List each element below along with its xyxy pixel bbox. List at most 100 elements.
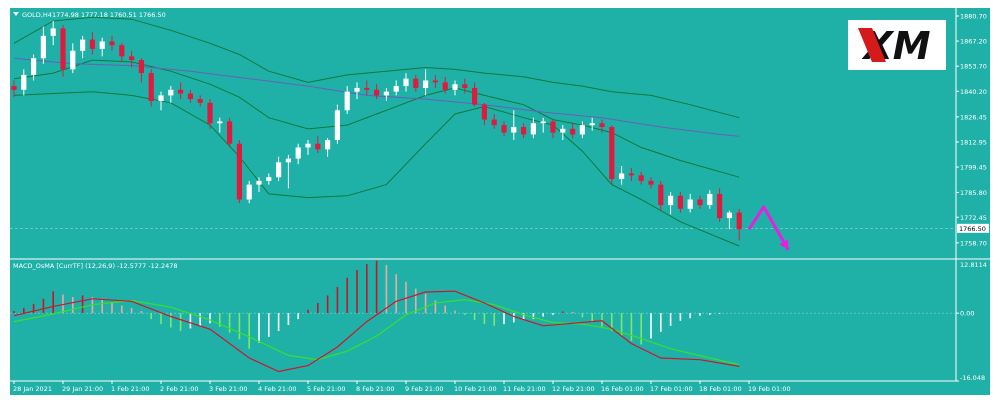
candle <box>442 76 448 94</box>
candle <box>677 192 683 213</box>
candle-body <box>295 147 301 159</box>
collapse-triangle-icon[interactable] <box>13 12 19 16</box>
candle <box>295 143 301 165</box>
candle-body <box>579 125 585 135</box>
candle-body <box>717 193 723 219</box>
candle <box>550 119 556 139</box>
price-tick-label: 1758.70 <box>960 239 987 247</box>
candle-body <box>413 78 419 88</box>
candle <box>472 82 478 107</box>
candle <box>717 188 723 222</box>
candle-body <box>89 39 95 49</box>
price-tick-label: 1880.70 <box>960 12 987 20</box>
candle-body <box>491 119 497 126</box>
candle <box>462 78 468 94</box>
candle <box>315 136 321 154</box>
candle-body <box>570 128 576 135</box>
candle <box>521 123 527 139</box>
candle <box>60 24 66 77</box>
candle <box>638 171 644 185</box>
candle <box>403 73 409 92</box>
candle-body <box>197 99 203 103</box>
candle-body <box>687 199 693 209</box>
time-tick-label: 4 Feb 21:00 <box>258 385 297 393</box>
candle <box>276 156 282 181</box>
candle-body <box>668 195 674 206</box>
candle-body <box>511 126 517 133</box>
macd-tick-label: 12.8114 <box>960 261 987 269</box>
candle <box>658 180 664 211</box>
candle <box>178 82 184 100</box>
time-tick-label: 2 Feb 21:00 <box>160 385 199 393</box>
price-tick-label: 1772.45 <box>960 214 987 222</box>
candle <box>31 54 37 81</box>
candle <box>481 102 487 126</box>
candle-body <box>481 104 487 120</box>
macd-title: MACD_OsMA [CurrTF] (12,26,9) -12.5777 -1… <box>13 262 178 270</box>
candle-body <box>658 184 664 206</box>
price-tick-label: 1867.20 <box>960 38 987 46</box>
candle-body <box>207 102 213 124</box>
candle-body <box>521 126 527 135</box>
time-tick-label: 12 Feb 21:00 <box>552 385 595 393</box>
candle-body <box>648 180 654 185</box>
candle <box>570 123 576 139</box>
candle-body <box>187 93 193 100</box>
candle-body <box>305 143 311 148</box>
candle-body <box>158 95 164 101</box>
candle-body <box>501 125 507 133</box>
candle <box>11 80 17 98</box>
time-tick-label: 18 Feb 01:00 <box>699 385 742 393</box>
symbol-label: GOLD,H4 <box>22 11 52 19</box>
time-tick-label: 28 Jan 2021 <box>13 385 52 393</box>
candle-body <box>707 193 713 206</box>
time-tick-label: 3 Feb 21:00 <box>209 385 248 393</box>
candle-body <box>432 80 438 83</box>
candle <box>707 190 713 209</box>
candle-body <box>168 89 174 96</box>
candle-body <box>70 50 76 70</box>
chart-title: GOLD,H4 1774.98 1777.18 1760.51 1766.50 <box>13 11 166 19</box>
candle-body <box>129 56 135 61</box>
candle <box>207 99 213 129</box>
candle <box>648 177 654 189</box>
forecast-arrow <box>747 205 790 251</box>
candle-body <box>80 39 86 51</box>
candle-body <box>99 41 105 49</box>
candle <box>70 43 76 74</box>
candle-body <box>462 84 468 88</box>
candle <box>325 138 331 157</box>
candle-body <box>344 91 350 111</box>
macd-tick-label: 0.00 <box>960 310 974 318</box>
candle-body <box>11 86 17 90</box>
candle <box>452 80 458 96</box>
time-tick-label: 10 Feb 21:00 <box>454 385 497 393</box>
candle-body <box>619 173 625 180</box>
candle-body <box>423 80 429 88</box>
candle <box>89 32 95 55</box>
xm-logo: XM <box>848 20 946 70</box>
forecast-arrow-path <box>747 205 790 251</box>
candle-body <box>628 173 634 176</box>
candle-body <box>40 35 46 59</box>
macd-tick-label: -16.048 <box>960 374 985 382</box>
candle-body <box>609 126 615 180</box>
candle <box>423 69 429 96</box>
candle <box>344 86 350 114</box>
candle-body <box>599 123 605 127</box>
candle <box>589 117 595 131</box>
candle <box>21 69 27 96</box>
candle-body <box>236 143 242 200</box>
time-tick-label: 16 Feb 01:00 <box>601 385 644 393</box>
candle <box>374 84 380 100</box>
candle-body <box>148 73 154 101</box>
candle-body <box>285 158 291 163</box>
candle <box>491 113 497 129</box>
candle <box>628 167 634 181</box>
time-tick-label: 29 Jan 21:00 <box>62 385 103 393</box>
candle-body <box>530 123 536 135</box>
time-tick-label: 9 Feb 21:00 <box>405 385 444 393</box>
current-price-label: 1766.50 <box>959 225 986 233</box>
candle-body <box>393 86 399 92</box>
